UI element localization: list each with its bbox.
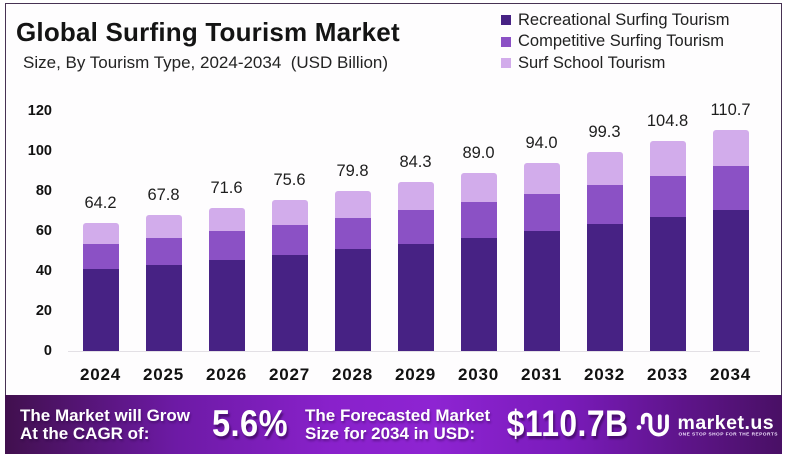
svg-text:market.us: market.us	[678, 412, 775, 434]
svg-text:ONE STOP SHOP FOR THE REPORTS: ONE STOP SHOP FOR THE REPORTS	[679, 431, 779, 437]
